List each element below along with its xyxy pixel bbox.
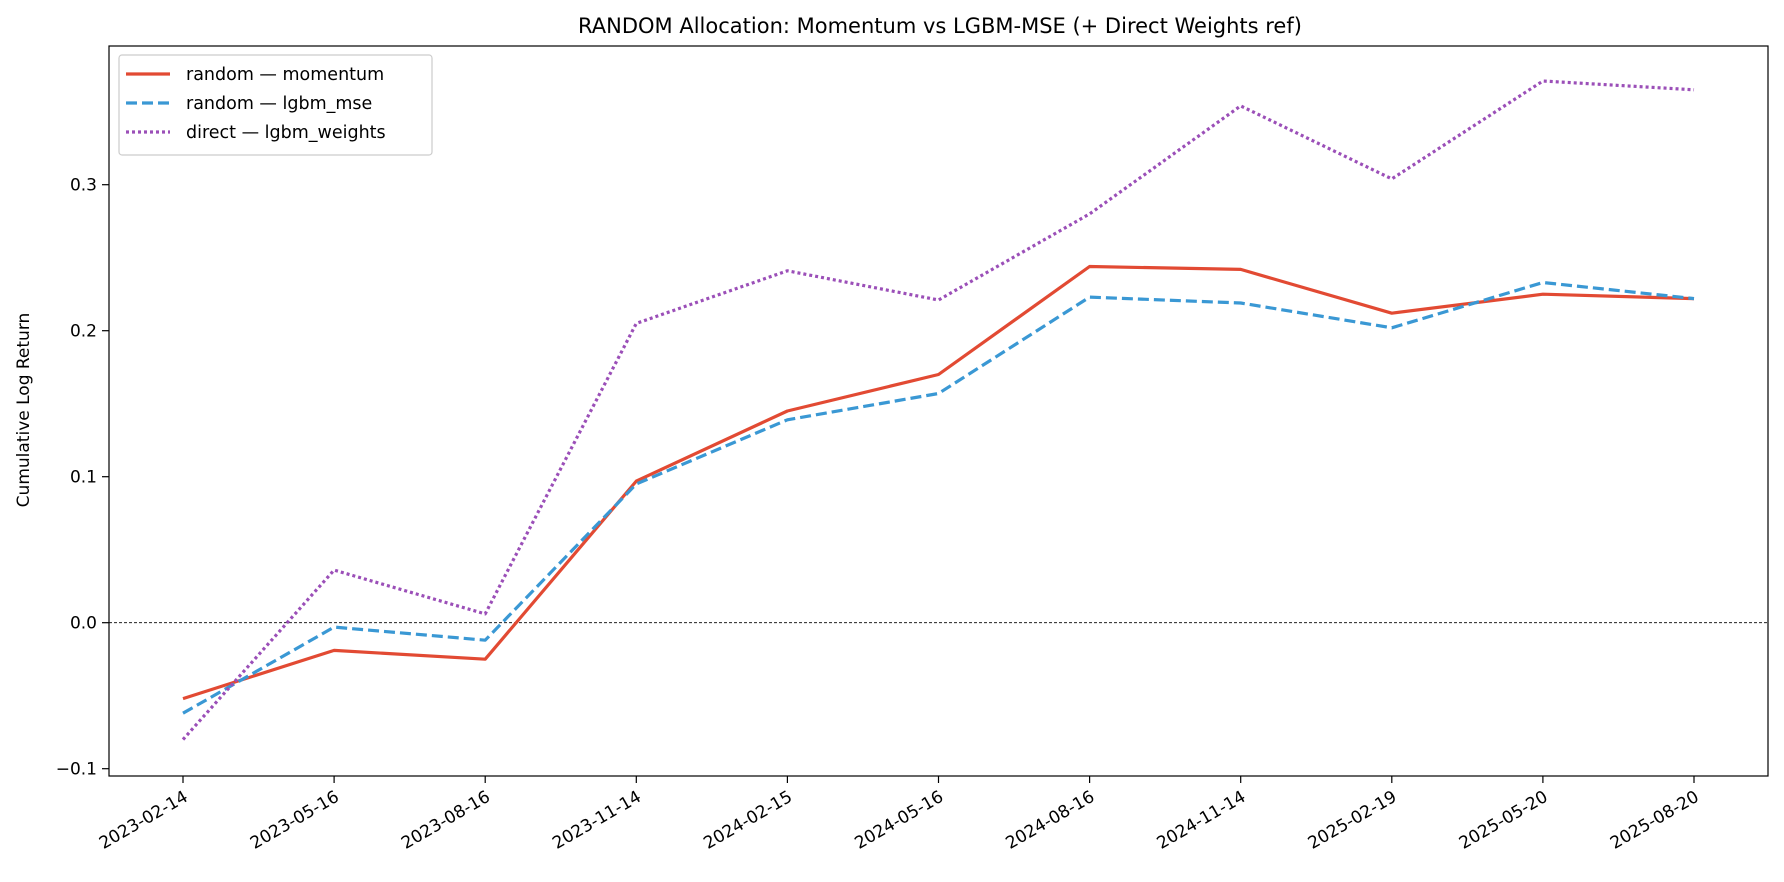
x-tick-label: 2023-05-16 [247,787,343,854]
x-tick-label: 2023-11-14 [549,787,645,854]
series-line-1 [182,280,1695,715]
x-tick-label: 2023-08-16 [398,787,494,854]
y-tick-label: 0.1 [70,468,97,488]
x-tick-label: 2024-08-16 [1003,787,1099,854]
x-tick-label: 2025-08-20 [1607,787,1703,854]
x-tick-label: 2023-02-14 [96,787,192,854]
y-tick-label: −0.1 [56,760,97,780]
legend: random — momentum random — lgbm_msedirect… [118,54,433,156]
y-tick-label: 0.3 [70,176,97,196]
x-tick-label: 2024-11-14 [1154,787,1250,854]
legend-box [118,54,433,156]
y-tick-label: 0.0 [70,614,97,634]
legend-label: direct — lgbm_weights [186,123,386,143]
x-tick-label: 2024-05-16 [851,787,947,854]
y-axis-label: Cumulative Log Return [14,313,34,508]
x-tick-label: 2025-05-20 [1456,787,1552,854]
series-line-0 [182,264,1695,701]
legend-label: random — momentum [186,65,384,85]
legend-label: random — lgbm_mse [186,94,372,114]
chart-title: RANDOM Allocation: Momentum vs LGBM-MSE … [578,14,1302,38]
y-tick-label: 0.2 [70,322,97,342]
x-tick-label: 2024-02-15 [700,787,796,854]
series-line-2 [181,79,1695,741]
x-tick-label: 2025-02-19 [1305,787,1401,854]
